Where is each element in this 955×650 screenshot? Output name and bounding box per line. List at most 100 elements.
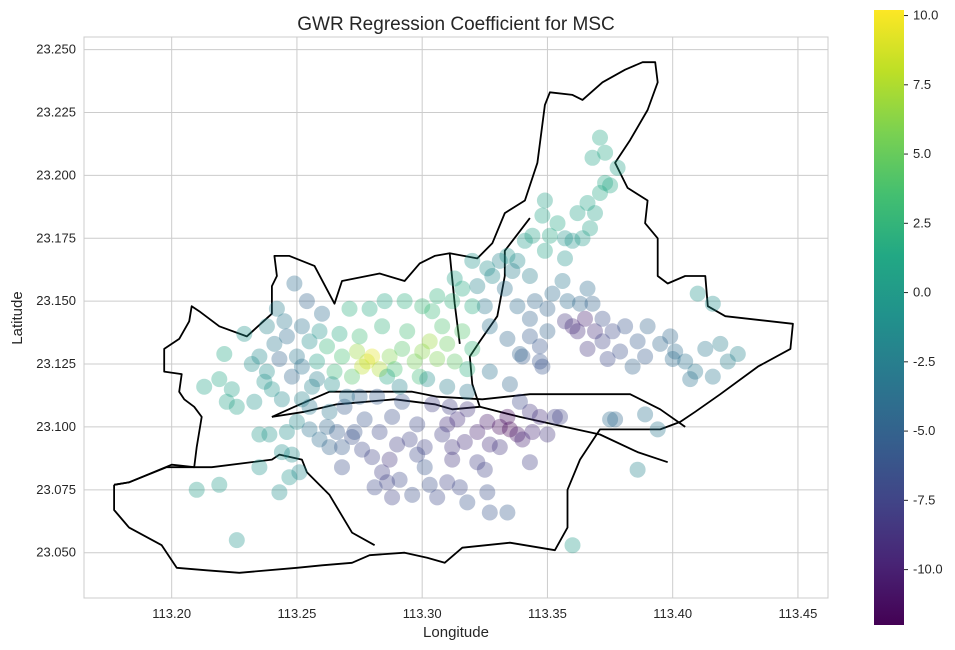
colorbar — [874, 10, 904, 625]
scatter-point — [531, 338, 548, 355]
scatter-point — [261, 426, 278, 443]
scatter-point — [236, 325, 253, 342]
scatter-point — [541, 227, 558, 244]
scatter-point — [491, 252, 508, 269]
scatter-point — [587, 323, 603, 340]
scatter-point — [521, 268, 538, 284]
y-tick-label: 23.250 — [36, 42, 76, 57]
scatter-point — [409, 416, 426, 433]
scatter-point — [394, 393, 411, 410]
scatter-point — [479, 484, 496, 501]
scatter-point — [298, 293, 315, 310]
scatter-point — [687, 363, 704, 380]
scatter-point — [374, 464, 391, 481]
scatter-point — [414, 343, 431, 360]
scatter-point — [539, 426, 556, 443]
scatter-point — [293, 391, 310, 408]
scatter-point — [291, 464, 308, 481]
scatter-point — [243, 356, 260, 372]
scatter-point — [499, 408, 516, 425]
scatter-point — [602, 177, 619, 194]
scatter-point — [464, 298, 481, 315]
scatter-point — [499, 504, 516, 521]
colorbar-tick-label: -10.0 — [913, 562, 943, 577]
scatter-point — [521, 403, 538, 420]
scatter-point — [531, 408, 548, 425]
scatter-point — [341, 300, 358, 317]
x-tick-label: 113.40 — [653, 606, 692, 621]
scatter-point — [697, 340, 714, 357]
scatter-point — [314, 305, 330, 322]
scatter-point — [406, 353, 423, 370]
scatter-point — [479, 413, 496, 430]
scatter-point — [624, 358, 641, 375]
scatter-point — [546, 408, 563, 425]
scatter-point — [451, 479, 468, 496]
chart-title: GWR Regression Coefficient for MSC — [297, 14, 614, 35]
scatter-point — [228, 532, 245, 549]
scatter-point — [283, 368, 300, 385]
scatter-point — [479, 260, 496, 277]
scatter-point — [484, 268, 501, 284]
scatter-point — [266, 335, 283, 352]
scatter-point — [351, 328, 368, 345]
scatter-point — [552, 408, 568, 425]
scatter-point — [577, 310, 593, 327]
scatter-point — [273, 444, 290, 461]
scatter-point — [268, 300, 285, 317]
scatter-point — [719, 353, 736, 370]
scatter-point — [557, 250, 573, 267]
scatter-point — [384, 408, 401, 425]
scatter-point — [301, 421, 318, 438]
y-tick-label: 23.100 — [36, 419, 76, 434]
scatter-point — [331, 325, 348, 342]
scatter-point — [564, 537, 581, 554]
scatter-point — [391, 378, 408, 395]
scatter-point — [258, 363, 275, 380]
scatter-point — [286, 275, 303, 292]
scatter-point — [411, 368, 428, 385]
scatter-point — [464, 340, 481, 357]
scatter-point — [301, 333, 318, 350]
scatter-point — [444, 451, 461, 468]
scatter-point — [604, 323, 621, 340]
scatter-point — [288, 348, 305, 365]
scatter-point — [439, 474, 456, 491]
scatter-point — [196, 378, 213, 395]
scatter-point — [381, 348, 398, 365]
y-tick-label: 23.125 — [36, 356, 76, 371]
scatter-point — [293, 358, 310, 375]
scatter-point — [326, 363, 343, 380]
scatter-point — [501, 421, 518, 438]
scatter-point — [439, 335, 456, 352]
scatter-point — [569, 323, 586, 340]
scatter-point — [524, 424, 541, 440]
scatter-point — [424, 396, 441, 413]
scatter-point — [509, 252, 526, 269]
scatter-point — [459, 494, 476, 511]
scatter-point — [276, 313, 293, 330]
scatter-point — [464, 252, 481, 269]
scatter-point — [476, 461, 493, 478]
scatter-point — [211, 371, 228, 388]
colorbar-ticks: 10.0 7.5 5.0 2.5 0.0 -2.5 -5.0 -7.5 -10.0 — [904, 8, 943, 577]
scatter-point — [416, 459, 433, 476]
scatter-point — [501, 376, 518, 393]
scatter-point — [354, 441, 371, 458]
scatter-point — [491, 418, 508, 435]
scatter-point — [429, 489, 446, 506]
scatter-point — [278, 424, 295, 440]
scatter-point — [371, 361, 388, 378]
scatter-point — [459, 401, 476, 418]
scatter-point — [421, 476, 438, 493]
scatter-point — [559, 293, 576, 310]
scatter-point — [444, 293, 461, 310]
district-boundary-line — [271, 398, 668, 464]
scatter-point — [729, 346, 746, 362]
scatter-point — [371, 424, 388, 440]
scatter-point — [256, 373, 273, 390]
x-axis-label: Longitude — [423, 624, 489, 641]
scatter-point — [379, 368, 396, 385]
district-boundary-line — [468, 217, 531, 408]
scatter-point — [516, 232, 533, 249]
